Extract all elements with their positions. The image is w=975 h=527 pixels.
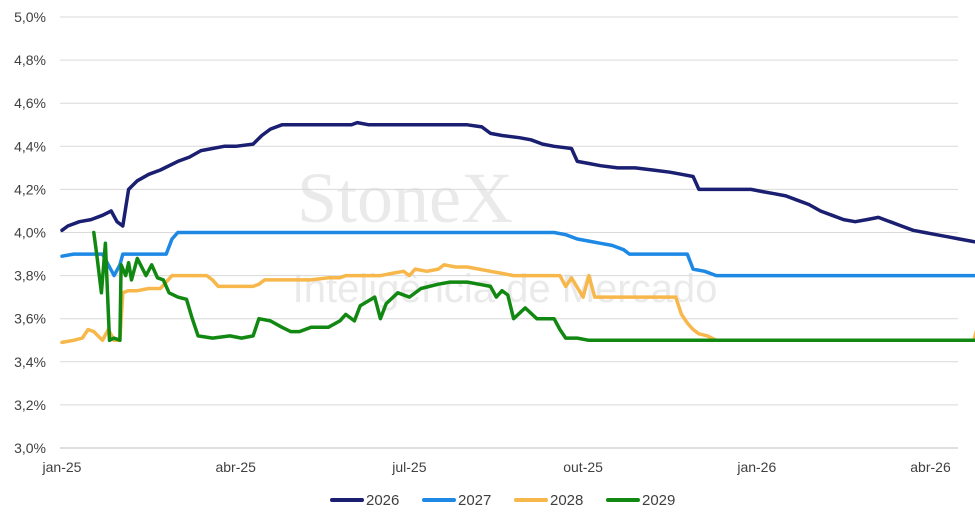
y-tick-label: 5,0% xyxy=(14,9,46,25)
x-tick-label: abr-25 xyxy=(215,459,256,475)
legend: 2026 2027 2028 2029 xyxy=(330,492,675,509)
x-tick-label: jul-25 xyxy=(391,459,426,475)
series-line-2028 xyxy=(60,263,975,345)
x-tick-label: jan-25 xyxy=(42,459,82,475)
y-tick-label: 4,4% xyxy=(14,138,46,154)
series-line-2029 xyxy=(92,230,975,343)
legend-label-2028: 2028 xyxy=(550,492,583,509)
y-tick-label: 3,0% xyxy=(14,440,46,456)
legend-label-2026: 2026 xyxy=(366,492,399,509)
y-tick-label: 4,8% xyxy=(14,52,46,68)
watermark-brand: StoneX xyxy=(297,158,513,238)
watermark: StoneX Inteligência de Mercado xyxy=(293,158,718,311)
series-line-2026 xyxy=(60,120,975,244)
y-tick-label: 3,6% xyxy=(14,311,46,327)
legend-label-2029: 2029 xyxy=(642,492,675,509)
y-tick-label: 3,8% xyxy=(14,268,46,284)
y-axis: 3,0% 3,2% 3,4% 3,6% 3,8% 4,0% 4,2% 4,4% 4,6% 4,8%… xyxy=(14,9,46,456)
y-tick-label: 3,2% xyxy=(14,397,46,413)
series-group xyxy=(60,120,975,345)
x-axis: jan-25 abr-25 jul-25 out-25 jan-26 abr-26 xyxy=(42,459,951,475)
y-tick-label: 4,2% xyxy=(14,181,46,197)
y-tick-label: 4,0% xyxy=(14,225,46,241)
x-tick-label: abr-26 xyxy=(910,459,951,475)
y-tick-label: 4,6% xyxy=(14,95,46,111)
y-tick-label: 3,4% xyxy=(14,354,46,370)
legend-label-2027: 2027 xyxy=(458,492,491,509)
x-tick-label: jan-26 xyxy=(736,459,776,475)
series-line-2027 xyxy=(60,230,975,278)
x-tick-label: out-25 xyxy=(563,459,603,475)
